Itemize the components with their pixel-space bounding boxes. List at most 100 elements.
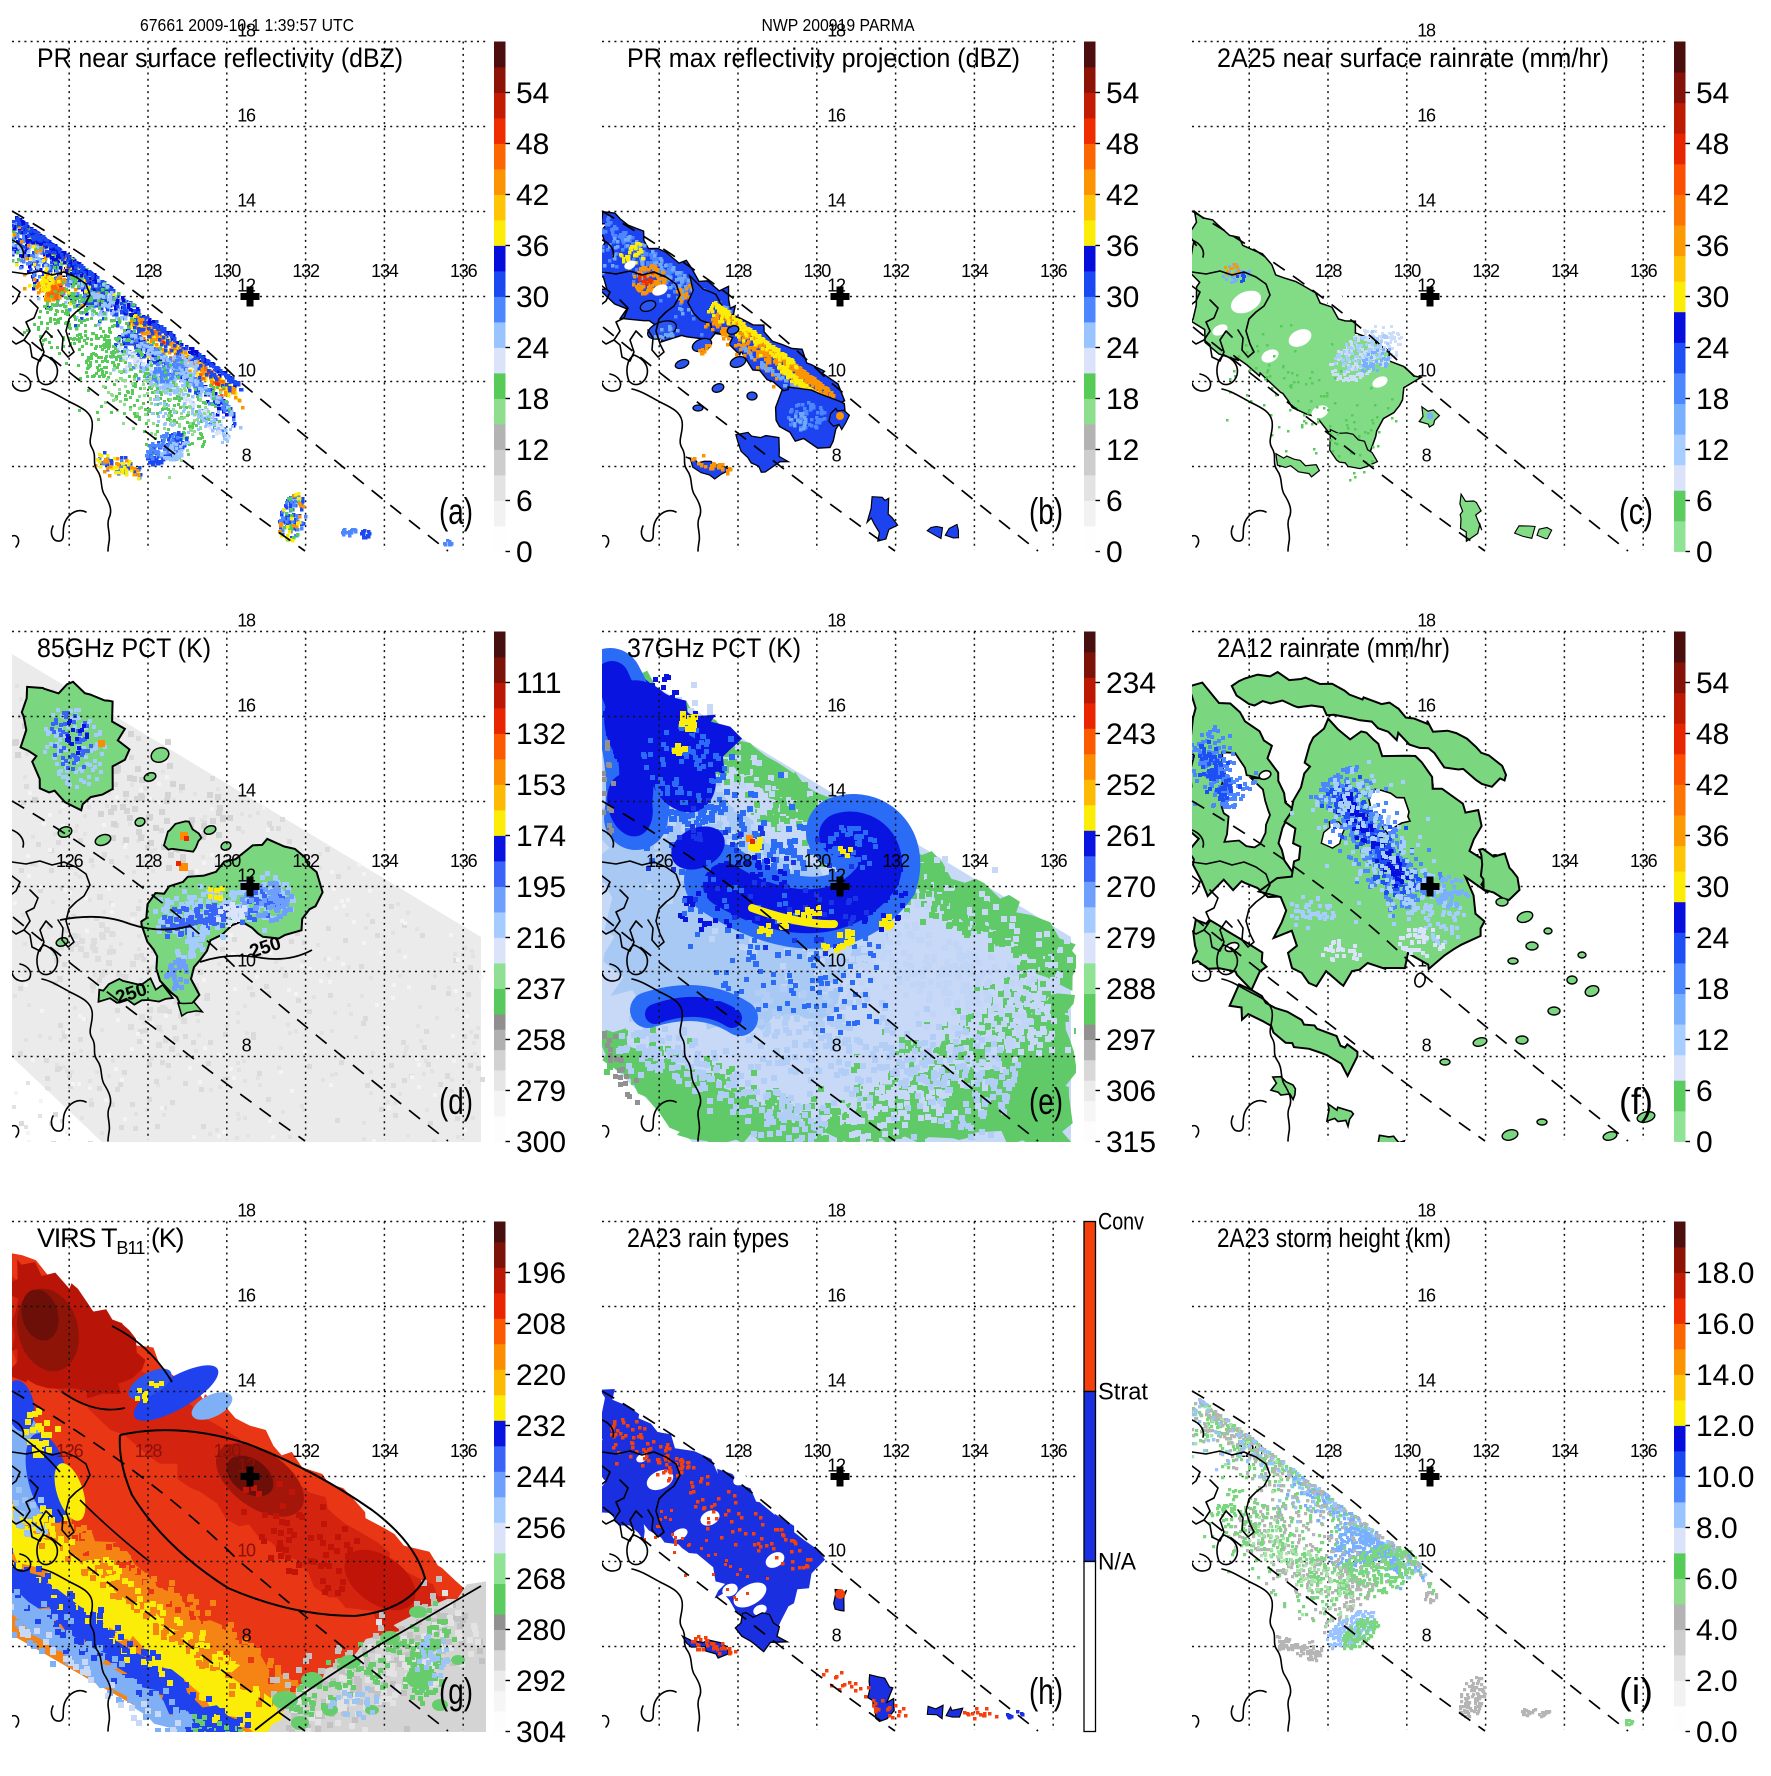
svg-text:196: 196 bbox=[516, 1257, 566, 1290]
svg-text:(c): (c) bbox=[1619, 491, 1653, 532]
svg-text:315: 315 bbox=[1106, 1126, 1156, 1159]
svg-text:18: 18 bbox=[1696, 973, 1729, 1006]
svg-text:(f): (f) bbox=[1619, 1081, 1653, 1122]
svg-text:54: 54 bbox=[1696, 667, 1729, 700]
svg-text:6: 6 bbox=[1696, 1075, 1713, 1108]
svg-text:12: 12 bbox=[1106, 434, 1139, 467]
svg-text:(h): (h) bbox=[1029, 1671, 1063, 1712]
svg-text:306: 306 bbox=[1106, 1075, 1156, 1108]
svg-text:244: 244 bbox=[516, 1461, 566, 1494]
svg-text:0.0: 0.0 bbox=[1696, 1716, 1738, 1749]
svg-text:279: 279 bbox=[516, 1075, 566, 1108]
svg-text:0: 0 bbox=[1696, 536, 1713, 569]
svg-text:297: 297 bbox=[1106, 1024, 1156, 1057]
svg-text:304: 304 bbox=[516, 1716, 566, 1749]
svg-text:2A23 storm height (km): 2A23 storm height (km) bbox=[1217, 1223, 1451, 1253]
svg-text:12: 12 bbox=[516, 434, 549, 467]
svg-text:24: 24 bbox=[516, 332, 549, 365]
svg-text:N/A: N/A bbox=[1098, 1549, 1136, 1576]
svg-text:12: 12 bbox=[1696, 1024, 1729, 1057]
svg-text:2A23 rain types: 2A23 rain types bbox=[627, 1223, 789, 1253]
svg-text:VIRS TB11 (K): VIRS TB11 (K) bbox=[37, 1223, 184, 1258]
svg-text:232: 232 bbox=[516, 1410, 566, 1443]
svg-text:54: 54 bbox=[1106, 77, 1139, 110]
svg-text:153: 153 bbox=[516, 769, 566, 802]
svg-text:268: 268 bbox=[516, 1563, 566, 1596]
svg-text:6.0: 6.0 bbox=[1696, 1563, 1738, 1596]
svg-text:220: 220 bbox=[516, 1359, 566, 1392]
svg-text:111: 111 bbox=[516, 667, 562, 700]
svg-text:Conv: Conv bbox=[1098, 1209, 1144, 1236]
svg-text:208: 208 bbox=[516, 1308, 566, 1341]
svg-text:12.0: 12.0 bbox=[1696, 1410, 1754, 1443]
svg-text:6: 6 bbox=[516, 485, 533, 518]
svg-text:243: 243 bbox=[1106, 718, 1156, 751]
svg-text:42: 42 bbox=[1696, 769, 1729, 802]
svg-text:24: 24 bbox=[1696, 332, 1729, 365]
svg-text:292: 292 bbox=[516, 1665, 566, 1698]
svg-text:30: 30 bbox=[1696, 281, 1729, 314]
svg-text:(i): (i) bbox=[1619, 1671, 1653, 1712]
svg-text:36: 36 bbox=[1106, 230, 1139, 263]
svg-text:Strat: Strat bbox=[1098, 1379, 1148, 1406]
svg-text:6: 6 bbox=[1696, 485, 1713, 518]
svg-text:PR max reflectivity projection: PR max reflectivity projection (dBZ) bbox=[627, 43, 1020, 73]
svg-text:279: 279 bbox=[1106, 922, 1156, 955]
svg-text:36: 36 bbox=[516, 230, 549, 263]
svg-text:42: 42 bbox=[1106, 179, 1139, 212]
svg-text:30: 30 bbox=[516, 281, 549, 314]
svg-text:48: 48 bbox=[516, 128, 549, 161]
svg-text:0: 0 bbox=[516, 536, 533, 569]
svg-text:54: 54 bbox=[516, 77, 549, 110]
svg-text:(a): (a) bbox=[439, 491, 473, 532]
svg-text:85GHz PCT (K): 85GHz PCT (K) bbox=[37, 633, 211, 663]
svg-text:252: 252 bbox=[1106, 769, 1156, 802]
svg-text:(g): (g) bbox=[439, 1671, 473, 1712]
svg-text:48: 48 bbox=[1696, 128, 1729, 161]
svg-text:6: 6 bbox=[1106, 485, 1123, 518]
svg-text:36: 36 bbox=[1696, 230, 1729, 263]
svg-text:2.0: 2.0 bbox=[1696, 1665, 1738, 1698]
svg-text:174: 174 bbox=[516, 820, 566, 853]
svg-text:24: 24 bbox=[1696, 922, 1729, 955]
svg-text:0: 0 bbox=[1106, 536, 1123, 569]
svg-text:18: 18 bbox=[1106, 383, 1139, 416]
svg-text:288: 288 bbox=[1106, 973, 1156, 1006]
svg-text:2A12 rainrate (mm/hr): 2A12 rainrate (mm/hr) bbox=[1217, 633, 1450, 663]
svg-text:16.0: 16.0 bbox=[1696, 1308, 1754, 1341]
svg-text:(b): (b) bbox=[1029, 491, 1063, 532]
svg-text:18.0: 18.0 bbox=[1696, 1257, 1754, 1290]
svg-text:261: 261 bbox=[1106, 820, 1156, 853]
svg-text:280: 280 bbox=[516, 1614, 566, 1647]
svg-text:(e): (e) bbox=[1029, 1081, 1063, 1122]
svg-text:48: 48 bbox=[1106, 128, 1139, 161]
svg-text:8.0: 8.0 bbox=[1696, 1512, 1738, 1545]
svg-text:36: 36 bbox=[1696, 820, 1729, 853]
svg-text:30: 30 bbox=[1106, 281, 1139, 314]
svg-text:54: 54 bbox=[1696, 77, 1729, 110]
svg-text:216: 216 bbox=[516, 922, 566, 955]
svg-text:132: 132 bbox=[516, 718, 566, 751]
svg-text:PR near surface reflectivity (: PR near surface reflectivity (dBZ) bbox=[37, 43, 403, 73]
svg-text:18: 18 bbox=[1696, 383, 1729, 416]
svg-text:12: 12 bbox=[1696, 434, 1729, 467]
svg-text:237: 237 bbox=[516, 973, 566, 1006]
svg-text:0: 0 bbox=[1696, 1126, 1713, 1159]
svg-text:2A25 near surface rainrate (mm: 2A25 near surface rainrate (mm/hr) bbox=[1217, 43, 1609, 73]
svg-text:24: 24 bbox=[1106, 332, 1139, 365]
svg-text:10.0: 10.0 bbox=[1696, 1461, 1754, 1494]
svg-text:48: 48 bbox=[1696, 718, 1729, 751]
svg-text:14.0: 14.0 bbox=[1696, 1359, 1754, 1392]
svg-text:(d): (d) bbox=[439, 1081, 473, 1122]
svg-text:258: 258 bbox=[516, 1024, 566, 1057]
svg-text:42: 42 bbox=[516, 179, 549, 212]
svg-text:256: 256 bbox=[516, 1512, 566, 1545]
svg-text:37GHz PCT (K): 37GHz PCT (K) bbox=[627, 633, 801, 663]
svg-text:18: 18 bbox=[516, 383, 549, 416]
svg-text:30: 30 bbox=[1696, 871, 1729, 904]
svg-text:42: 42 bbox=[1696, 179, 1729, 212]
svg-text:234: 234 bbox=[1106, 667, 1156, 700]
svg-text:195: 195 bbox=[516, 871, 566, 904]
svg-text:300: 300 bbox=[516, 1126, 566, 1159]
svg-text:270: 270 bbox=[1106, 871, 1156, 904]
